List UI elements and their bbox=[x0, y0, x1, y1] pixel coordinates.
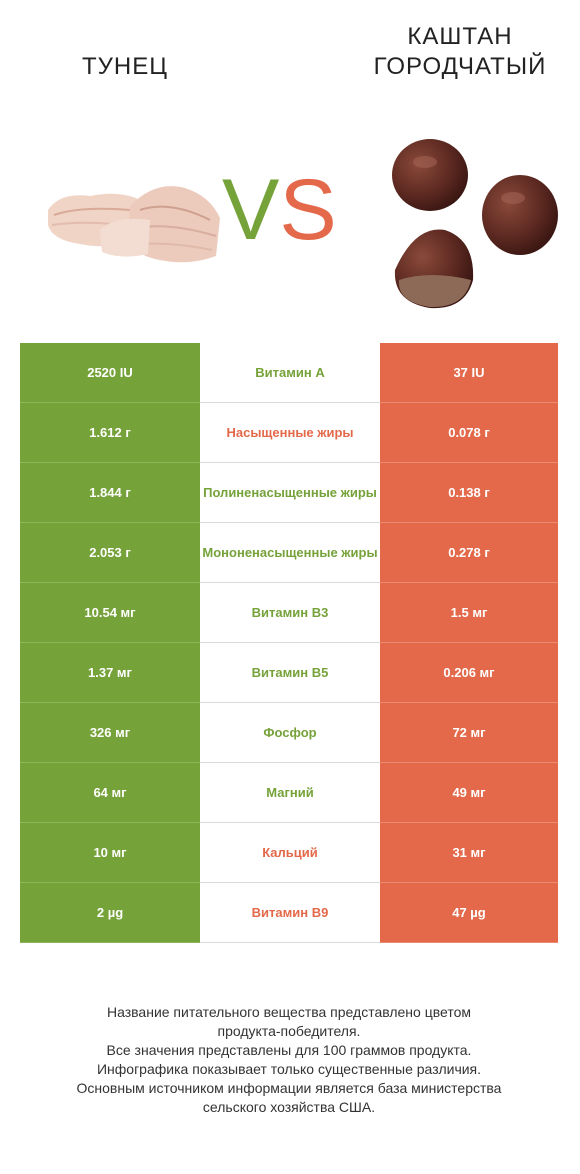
nutrient-name: Витамин B3 bbox=[200, 582, 380, 643]
nutrient-name: Витамин B5 bbox=[200, 642, 380, 703]
footer-note: Название питательного вещества представл… bbox=[20, 1003, 558, 1117]
comparison-row: 326 мг Фосфор 72 мг bbox=[20, 702, 558, 763]
right-value: 0.278 г bbox=[380, 522, 558, 583]
footer-line: Инфографика показывает только существенн… bbox=[96, 1061, 482, 1077]
comparison-table: 2520 IU Витамин A 37 IU 1.612 г Насыщенные ж… bbox=[20, 343, 558, 943]
footer-line: сельского хозяйства США. bbox=[202, 1099, 376, 1115]
right-value: 37 IU bbox=[380, 343, 558, 403]
right-value: 0.138 г bbox=[380, 462, 558, 523]
left-value: 1.612 г bbox=[20, 402, 200, 463]
right-title-line-1: КАШТАН bbox=[407, 23, 513, 50]
left-value: 64 мг bbox=[20, 762, 200, 823]
comparison-row: 1.37 мг Витамин B5 0.206 мг bbox=[20, 642, 558, 703]
vs-label: VS bbox=[222, 160, 337, 260]
nutrient-name: Витамин B9 bbox=[200, 882, 380, 943]
comparison-row: 1.844 г Полиненасыщенные жиры 0.138 г bbox=[20, 462, 558, 523]
right-value: 0.078 г bbox=[380, 402, 558, 463]
footer-line: Название питательного вещества представл… bbox=[106, 1004, 472, 1020]
left-value: 10.54 мг bbox=[20, 582, 200, 643]
nutrient-name: Насыщенные жиры bbox=[200, 402, 380, 463]
left-product-title: ТУНЕЦ bbox=[82, 53, 168, 80]
comparison-row: 2.053 г Мононенасыщенные жиры 0.278 г bbox=[20, 522, 558, 583]
left-value: 2520 IU bbox=[20, 343, 200, 403]
right-title-line-2: ГОРОДЧАТЫЙ bbox=[373, 53, 547, 80]
nutrient-name: Полиненасыщенные жиры bbox=[200, 462, 380, 523]
footer-line: продукта-победителя. bbox=[217, 1023, 361, 1039]
right-product-title: КАШТАН ГОРОДЧАТЫЙ bbox=[360, 22, 560, 82]
comparison-row: 2520 IU Витамин A 37 IU bbox=[20, 343, 558, 403]
nutrient-name: Фосфор bbox=[200, 702, 380, 763]
footer-line: Все значения представлены для 100 граммо… bbox=[106, 1042, 472, 1058]
left-value: 1.37 мг bbox=[20, 642, 200, 703]
vs-s: S bbox=[279, 162, 337, 258]
right-value: 47 µg bbox=[380, 882, 558, 943]
comparison-row: 10 мг Кальций 31 мг bbox=[20, 822, 558, 883]
comparison-row: 2 µg Витамин B9 47 µg bbox=[20, 882, 558, 943]
vs-v: V bbox=[222, 162, 280, 258]
nutrient-name: Кальций bbox=[200, 822, 380, 883]
comparison-row: 10.54 мг Витамин B3 1.5 мг bbox=[20, 582, 558, 643]
tuna-image bbox=[48, 186, 220, 263]
right-value: 49 мг bbox=[380, 762, 558, 823]
nutrient-name: Магний bbox=[200, 762, 380, 823]
left-value: 2.053 г bbox=[20, 522, 200, 583]
right-value: 72 мг bbox=[380, 702, 558, 763]
chestnut-image bbox=[392, 139, 558, 309]
comparison-row: 1.612 г Насыщенные жиры 0.078 г bbox=[20, 402, 558, 463]
left-value: 326 мг bbox=[20, 702, 200, 763]
right-value: 1.5 мг bbox=[380, 582, 558, 643]
left-value: 1.844 г bbox=[20, 462, 200, 523]
comparison-row: 64 мг Магний 49 мг bbox=[20, 762, 558, 823]
left-value: 2 µg bbox=[20, 882, 200, 943]
left-value: 10 мг bbox=[20, 822, 200, 883]
right-value: 31 мг bbox=[380, 822, 558, 883]
nutrient-name: Витамин A bbox=[200, 343, 380, 403]
nutrient-name: Мононенасыщенные жиры bbox=[200, 522, 380, 583]
footer-line: Основным источником информации является … bbox=[76, 1080, 502, 1096]
right-value: 0.206 мг bbox=[380, 642, 558, 703]
